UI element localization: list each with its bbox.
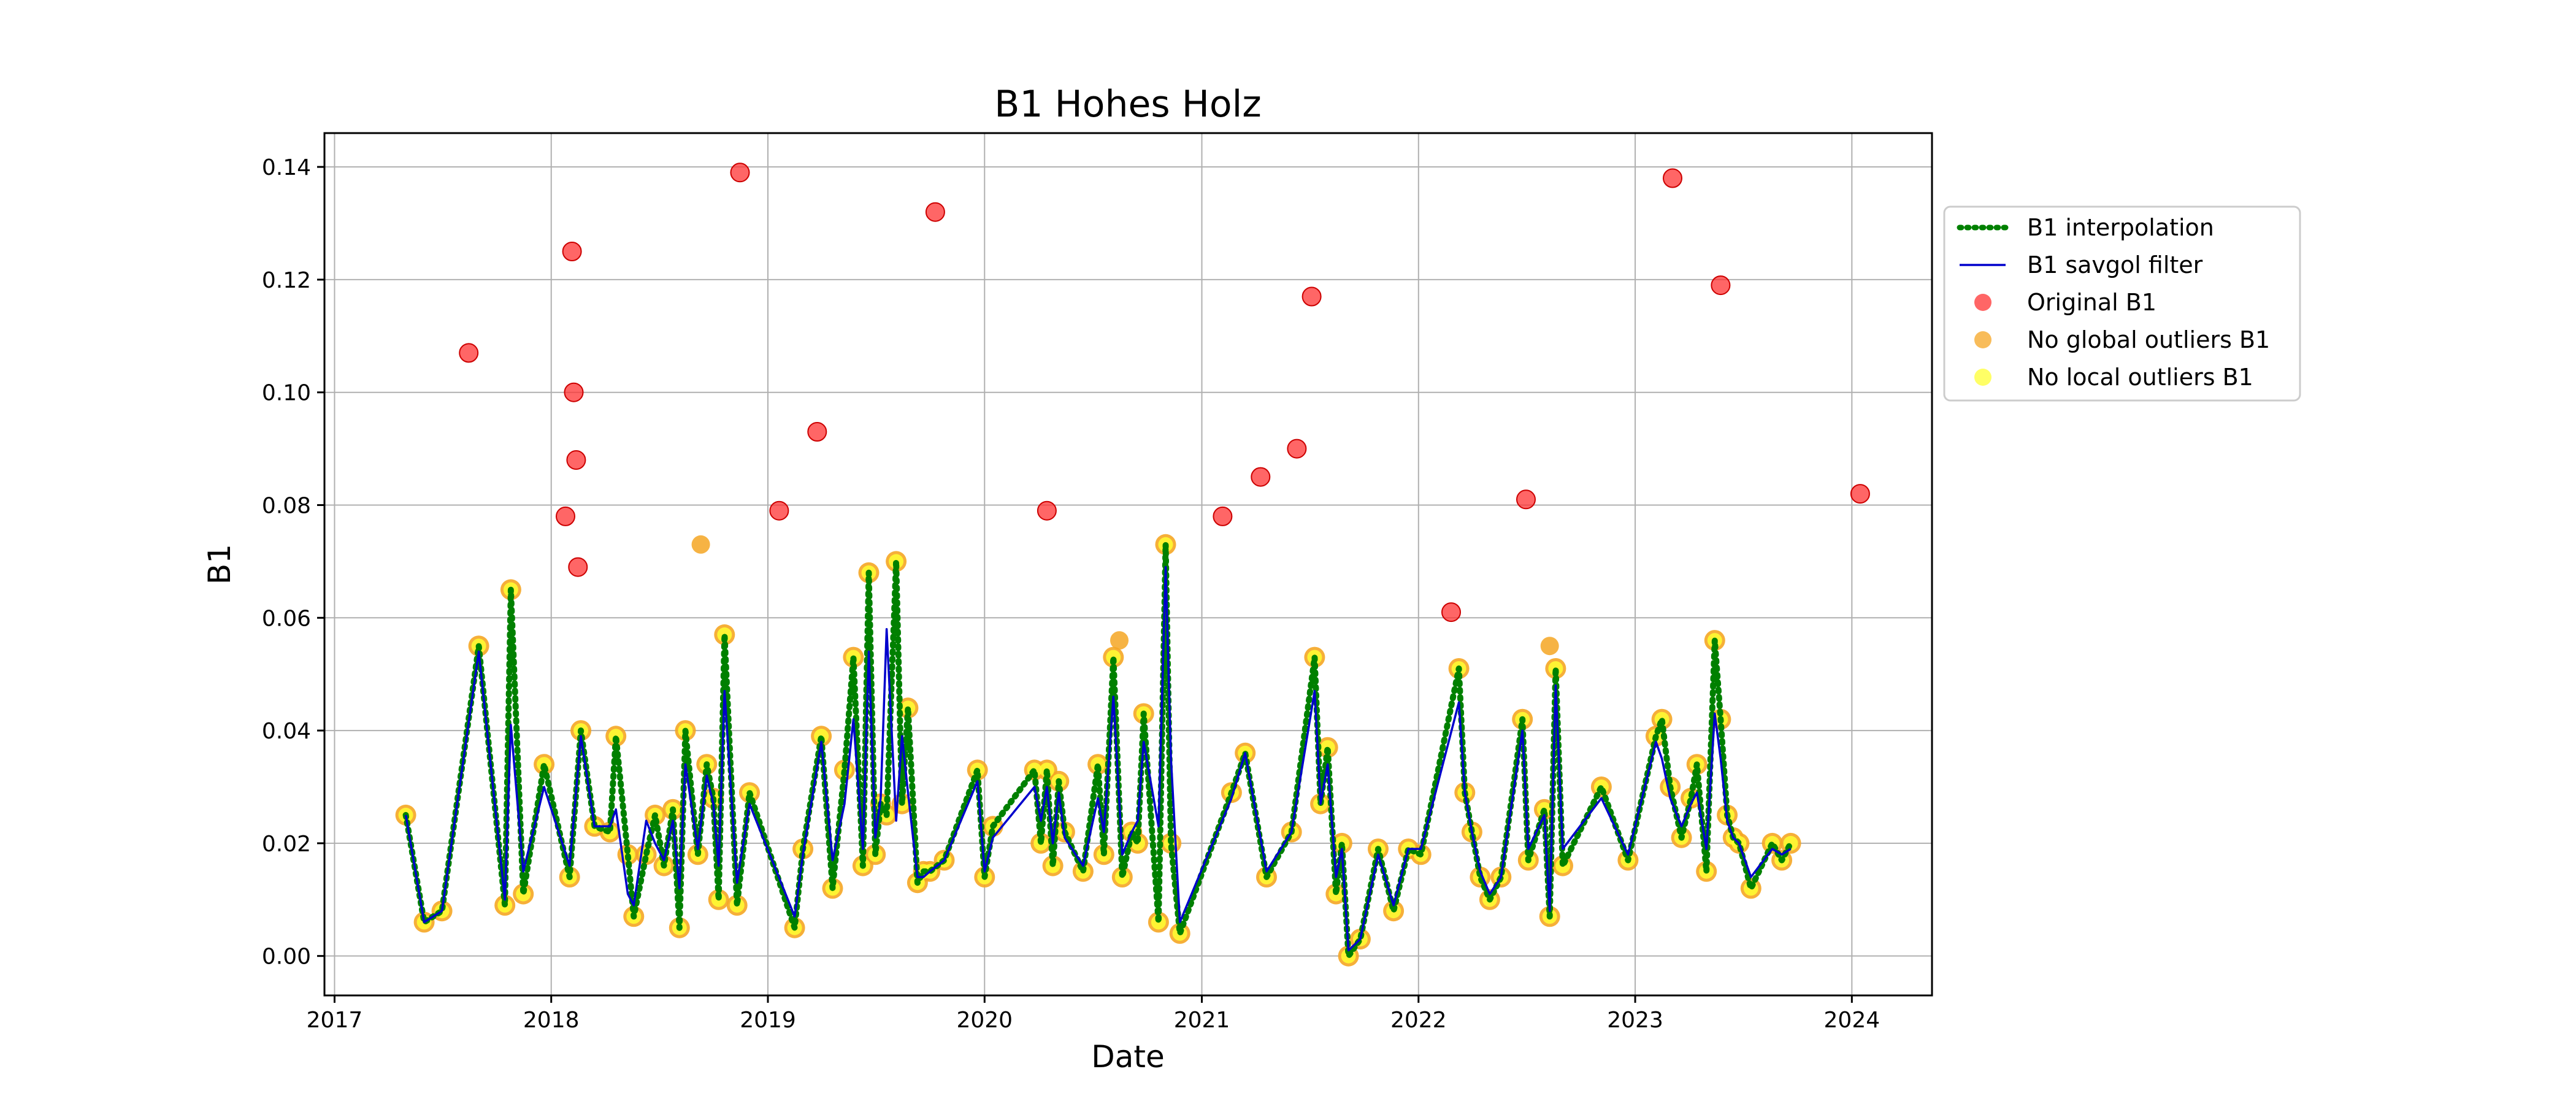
y-tick-label: 0.12 — [262, 268, 311, 293]
data-point — [1441, 602, 1461, 623]
data-point — [769, 500, 789, 521]
data-point — [1711, 275, 1731, 296]
series-line — [404, 565, 1792, 952]
x-tick-label: 2019 — [740, 1008, 796, 1033]
data-point — [925, 202, 945, 222]
chart-title: B1 Hohes Holz — [994, 83, 1262, 126]
legend-item-b1-interpolation: B1 interpolation — [1957, 214, 2214, 241]
data-point — [1663, 168, 1682, 188]
y-tick-label: 0.14 — [262, 155, 311, 180]
y-axis-label: B1 — [202, 544, 237, 585]
data-point — [556, 506, 575, 526]
x-tick-label: 2017 — [307, 1008, 363, 1033]
x-axis-ticks: 2017 2018 2019 2020 2021 2022 2023 2024 — [307, 995, 1880, 1033]
data-point — [1037, 500, 1057, 521]
series-no-global-outliers-b1 — [691, 535, 1559, 656]
legend-label: B1 interpolation — [2027, 214, 2214, 241]
legend-items: B1 interpolation B1 savgol filter Original… — [1957, 214, 2270, 391]
legend-label: No local outliers B1 — [2027, 364, 2253, 391]
data-point — [691, 535, 710, 554]
data-point — [566, 450, 586, 470]
data-point — [1287, 439, 1307, 459]
legend-item-original-b1: Original B1 — [1974, 289, 2156, 316]
x-axis-label: Date — [1091, 1039, 1165, 1075]
data-point — [1213, 506, 1233, 526]
data-point — [807, 422, 827, 442]
x-tick-label: 2024 — [1824, 1008, 1880, 1033]
data-point — [1301, 286, 1322, 307]
y-tick-label: 0.06 — [262, 606, 311, 631]
data-point — [1110, 631, 1129, 650]
series-original-b1 — [459, 163, 1870, 623]
data-point — [568, 557, 588, 577]
legend-swatch — [1974, 331, 1991, 348]
series-b1-savgol-filter — [404, 565, 1792, 952]
legend-label: B1 savgol filter — [2027, 251, 2203, 278]
legend-item-no-local-outliers-b1: No local outliers B1 — [1974, 364, 2253, 391]
data-point — [564, 382, 584, 402]
legend-item-b1-savgol-filter: B1 savgol filter — [1960, 251, 2203, 278]
legend-swatch — [1974, 294, 1991, 311]
plot-area: 2017 2018 2019 2020 2021 2022 2023 2024 0.000.0… — [262, 132, 1933, 1033]
plot-background — [324, 133, 1932, 995]
x-tick-label: 2021 — [1174, 1008, 1230, 1033]
data-point — [1850, 484, 1870, 504]
legend-box — [1943, 205, 2301, 402]
y-tick-label: 0.02 — [262, 832, 311, 857]
data-point — [730, 163, 750, 183]
x-tick-label: 2020 — [956, 1008, 1013, 1033]
plot-frame — [323, 132, 1933, 997]
y-tick-label: 0.04 — [262, 719, 311, 744]
series-layer — [395, 163, 1870, 967]
x-tick-label: 2023 — [1607, 1008, 1663, 1033]
legend-label: Original B1 — [2027, 289, 2156, 316]
x-tick-label: 2018 — [523, 1008, 580, 1033]
data-point — [1540, 637, 1559, 656]
legend-swatch — [1974, 369, 1991, 386]
y-tick-label: 0.08 — [262, 494, 311, 519]
y-tick-label: 0.10 — [262, 381, 311, 406]
x-tick-label: 2022 — [1390, 1008, 1447, 1033]
legend: B1 interpolation B1 savgol filter Original… — [1943, 205, 2301, 402]
data-point — [459, 343, 479, 363]
data-point — [1516, 489, 1536, 510]
data-point — [1251, 467, 1271, 487]
legend-item-no-global-outliers-b1: No global outliers B1 — [1974, 326, 2270, 353]
data-point — [562, 242, 582, 261]
y-axis-ticks: 0.00 0.02 0.04 0.06 0.08 0.10 0.12 0.14 — [262, 155, 324, 970]
legend-label: No global outliers B1 — [2027, 326, 2270, 353]
y-tick-label: 0.00 — [262, 945, 311, 970]
